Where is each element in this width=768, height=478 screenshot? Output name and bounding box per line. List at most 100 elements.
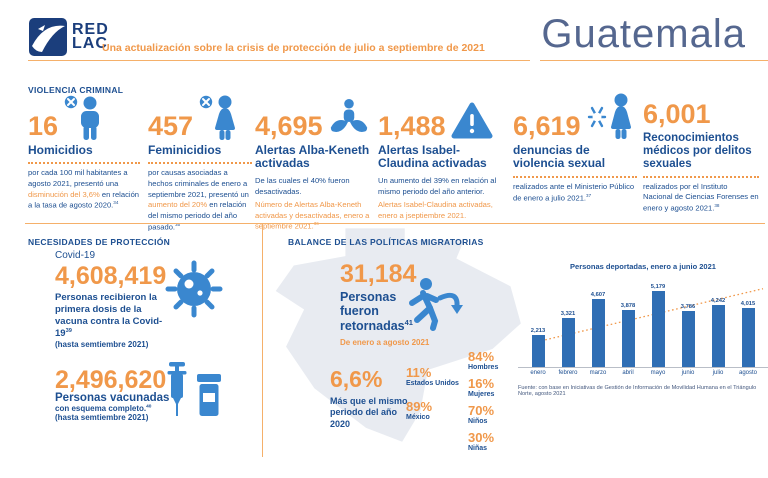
bar-febrero: 3,321 (556, 311, 580, 367)
stat-alba-keneth: 4,695 Alertas Alba-Keneth activadas De l… (255, 98, 371, 233)
section-header-violencia: VIOLENCIA CRIMINAL (28, 85, 124, 95)
demographic-item: 70% Niños (468, 403, 495, 426)
stat-value: 16 (28, 111, 59, 141)
vaccine-complete-period: (hasta semtiembre 2021) (55, 413, 149, 422)
covid-label: Covid-19 (55, 250, 96, 261)
bar-category-label: julio (712, 370, 724, 376)
syringe-vial-icon (160, 360, 226, 422)
person-female-burst-icon (586, 93, 636, 141)
bar-category-label: junio (681, 370, 695, 376)
bar-abril: 3,878 (616, 303, 640, 367)
section-divider-vertical (262, 223, 263, 457)
stat-value: 1,488 (378, 111, 446, 141)
stat-feminicidios: 457 Feminicidios por causas asociadas a … (148, 94, 252, 233)
warning-triangle-icon (451, 101, 493, 141)
stat-title: Reconocimientos médicos por delitos sexu… (643, 132, 752, 170)
stat-caption: Alertas Isabel-Claudina activadas, enero… (378, 200, 493, 220)
section-header-migracion: BALANCE DE LAS POLÍTICAS MIGRATORIAS (288, 237, 484, 247)
bar (621, 310, 635, 367)
returned-period: De enero a agosto 2021 (340, 338, 430, 347)
chart-categories: enero febrero marzo abril mayo junio julio agos… (518, 370, 768, 376)
stat-body: De las cuales el 40% fueron desactivadas… (255, 175, 350, 196)
increase-label: Más que el mismo periodo del año 2020 (330, 396, 408, 429)
vaccine-complete-label: Personas vacunadas con esquema completo.… (55, 392, 175, 422)
header-rule-left (28, 60, 530, 61)
logo-wordmark: RED LAC (72, 21, 109, 52)
stat-body: por causas asociadas a hechos criminales… (148, 168, 249, 232)
section-header-proteccion: NECESIDADES DE PROTECCIÓN (28, 237, 171, 247)
stat-value: 457 (148, 111, 194, 141)
bar (741, 308, 755, 367)
destination-item: 89% México (406, 399, 433, 422)
bar-category-label: mayo (650, 370, 666, 376)
vaccine-complete-value: 2,496,620 (55, 366, 167, 394)
dotted-divider (643, 175, 759, 178)
runner-return-arrow-icon (403, 276, 463, 334)
chart-source: Fuente: con base en Iniciativas de Gesti… (518, 385, 757, 397)
stat-homicidios: 16 Homicidios por cada 100 mil habitante… (28, 94, 140, 211)
stat-title: denuncias de violencia sexual (513, 143, 606, 171)
dotted-divider (148, 162, 252, 165)
bar-category-label: agosto (738, 370, 757, 376)
bar-category-label: abril (622, 370, 634, 376)
destination-item: 11% Estados Unidos (406, 365, 459, 388)
guatemala-map-silhouette (268, 226, 526, 458)
stat-title: Alertas Alba-Keneth activadas (255, 143, 370, 171)
stat-value: 4,695 (255, 111, 323, 141)
bar-value-label: 4,607 (590, 292, 606, 298)
report-subtitle: Una actualización sobre la crisis de pro… (102, 42, 485, 54)
stat-body: realizados ante el Ministerio Público de… (513, 181, 635, 203)
virus-icon (163, 258, 225, 320)
chart-plot: 2,213 3,321 4,607 3,878 5,179 3,786 4,242 4,015 (518, 277, 768, 368)
bar (561, 318, 575, 367)
vaccine-first-dose-value: 4,608,419 (55, 262, 167, 290)
dotted-divider (513, 175, 637, 178)
bar-value-label: 4,015 (740, 301, 756, 307)
section-divider-horizontal (25, 223, 765, 224)
bar (531, 335, 545, 367)
bar (651, 291, 665, 367)
demographics-list: 84% Hombres 16% Mujeres 70% Niños 30% Ni… (468, 350, 498, 458)
deportations-chart: Personas deportadas, enero a junio 2021 … (518, 262, 768, 397)
bar-value-label: 4,242 (710, 298, 726, 304)
stat-body: realizados por el Instituto Nacional de … (643, 181, 759, 213)
bar-value-label: 3,878 (620, 303, 636, 309)
deportations-bars: 2,213 3,321 4,607 3,878 5,179 3,786 4,242 4,015 (518, 277, 768, 367)
stat-title: Feminicidios (148, 143, 222, 157)
bar-value-label: 3,321 (560, 311, 576, 317)
demographic-item: 84% Hombres (468, 349, 499, 372)
stat-reconocimientos: 6,001 Reconocimientos médicos por delito… (643, 99, 759, 214)
bar-marzo: 4,607 (586, 292, 610, 367)
bar (711, 305, 725, 367)
bar-junio: 3,786 (676, 304, 700, 367)
bar-mayo: 5,179 (646, 284, 670, 367)
stat-violencia-sexual: 6,619 denuncias de violencia sexual real… (513, 93, 637, 204)
person-female-x-icon (198, 94, 238, 141)
vaccine-first-dose-period: (hasta semtiembre 2021) (55, 339, 149, 349)
stat-title: Homicidios (28, 143, 93, 157)
stat-body: por cada 100 mil habitantes a agosto 202… (28, 168, 140, 210)
bar (681, 311, 695, 367)
bar-agosto: 4,015 (736, 301, 760, 367)
vaccine-first-dose-label: Personas recibieron la primera dosis de … (55, 292, 173, 350)
bar-enero: 2,213 (526, 328, 550, 367)
country-title: Guatemala (541, 12, 746, 56)
header-rule-right (540, 60, 768, 61)
dotted-divider (28, 162, 140, 165)
redlac-swoosh-icon (28, 16, 70, 58)
destinations-list: 11% Estados Unidos 89% México (406, 366, 459, 427)
bar-value-label: 3,786 (680, 304, 696, 310)
chart-title: Personas deportadas, enero a junio 2021 (570, 262, 716, 271)
bar-julio: 4,242 (706, 298, 730, 367)
stat-title: Alertas Isabel-Claudina activadas (378, 143, 487, 171)
person-male-x-icon (63, 94, 103, 141)
increase-value: 6,6% (330, 366, 383, 392)
demographic-item: 16% Mujeres (468, 376, 495, 399)
bar-category-label: febrero (558, 370, 578, 376)
stat-value: 6,001 (643, 99, 711, 129)
demographic-item: 30% Niñas (468, 430, 495, 453)
bar-value-label: 2,213 (530, 328, 546, 334)
stat-body: Un aumento del 39% en relación al mismo … (378, 175, 497, 196)
bar-category-label: marzo (589, 370, 607, 376)
